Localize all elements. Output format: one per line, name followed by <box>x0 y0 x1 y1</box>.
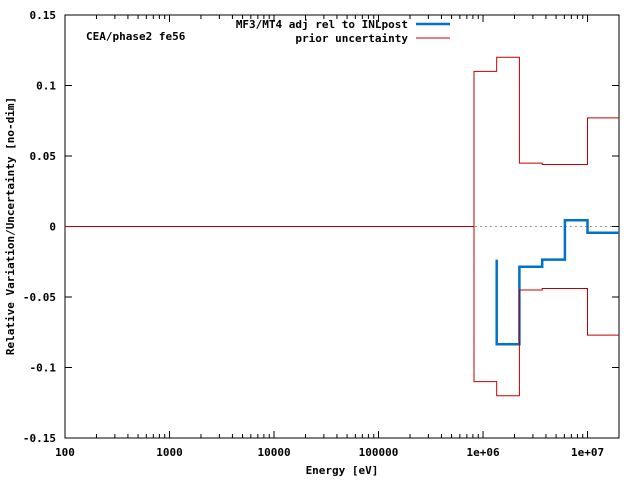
y-tick-label: 0 <box>49 221 56 234</box>
series-layer <box>65 56 619 397</box>
x-tick-label: 10000 <box>257 446 290 459</box>
y-tick-label: -0.05 <box>23 291 56 304</box>
x-tick-label: 100 <box>55 446 75 459</box>
y-tick-label: 0.1 <box>36 80 56 93</box>
series-prior-upper-line <box>65 56 619 227</box>
legend: MF3/MT4 adj rel to INLpost prior uncerta… <box>236 18 450 45</box>
x-tick-label: 1e+07 <box>571 446 604 459</box>
x-axis-ticks: 100 1000 10000 100000 1e+06 1e+07 <box>55 15 620 459</box>
x-tick-label: 1e+06 <box>466 446 499 459</box>
y-tick-label: 0.05 <box>30 150 57 163</box>
x-axis-label: Energy [eV] <box>306 464 379 477</box>
legend-label-prior: prior uncertainty <box>295 32 408 45</box>
y-tick-label: 0.15 <box>30 9 57 22</box>
x-tick-label: 1000 <box>156 446 183 459</box>
series-prior-lower-line <box>473 226 619 397</box>
x-tick-label: 100000 <box>359 446 399 459</box>
series-adj-line <box>495 218 619 346</box>
y-axis-label: Relative Variation/Uncertainty [no-dim] <box>4 97 17 355</box>
legend-label-adj: MF3/MT4 adj rel to INLpost <box>236 18 408 31</box>
y-axis-ticks: 0.15 0.1 0.05 0 -0.05 -0.1 -0.15 <box>23 9 619 445</box>
chart-annotation: CEA/phase2 fe56 <box>86 30 186 43</box>
y-tick-label: -0.1 <box>30 362 57 375</box>
y-tick-label: -0.15 <box>23 432 56 445</box>
